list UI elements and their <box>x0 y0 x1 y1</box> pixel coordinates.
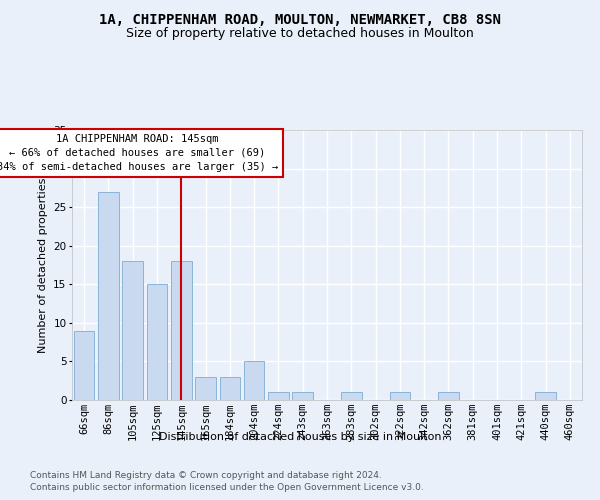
Bar <box>389 392 410 400</box>
Text: Contains HM Land Registry data © Crown copyright and database right 2024.: Contains HM Land Registry data © Crown c… <box>30 471 382 480</box>
Bar <box>438 392 459 400</box>
Text: 1A, CHIPPENHAM ROAD, MOULTON, NEWMARKET, CB8 8SN: 1A, CHIPPENHAM ROAD, MOULTON, NEWMARKET,… <box>99 12 501 26</box>
Text: Contains public sector information licensed under the Open Government Licence v3: Contains public sector information licen… <box>30 484 424 492</box>
Text: Size of property relative to detached houses in Moulton: Size of property relative to detached ho… <box>126 28 474 40</box>
Bar <box>268 392 289 400</box>
Bar <box>292 392 313 400</box>
Bar <box>171 261 191 400</box>
Bar <box>195 377 216 400</box>
Y-axis label: Number of detached properties: Number of detached properties <box>38 178 47 352</box>
Bar <box>244 362 265 400</box>
Bar <box>122 261 143 400</box>
Bar <box>535 392 556 400</box>
Bar <box>341 392 362 400</box>
Text: Distribution of detached houses by size in Moulton: Distribution of detached houses by size … <box>159 432 441 442</box>
Bar <box>74 330 94 400</box>
Bar <box>220 377 240 400</box>
Bar <box>98 192 119 400</box>
Text: 1A CHIPPENHAM ROAD: 145sqm
← 66% of detached houses are smaller (69)
34% of semi: 1A CHIPPENHAM ROAD: 145sqm ← 66% of deta… <box>0 134 278 172</box>
Bar <box>146 284 167 400</box>
